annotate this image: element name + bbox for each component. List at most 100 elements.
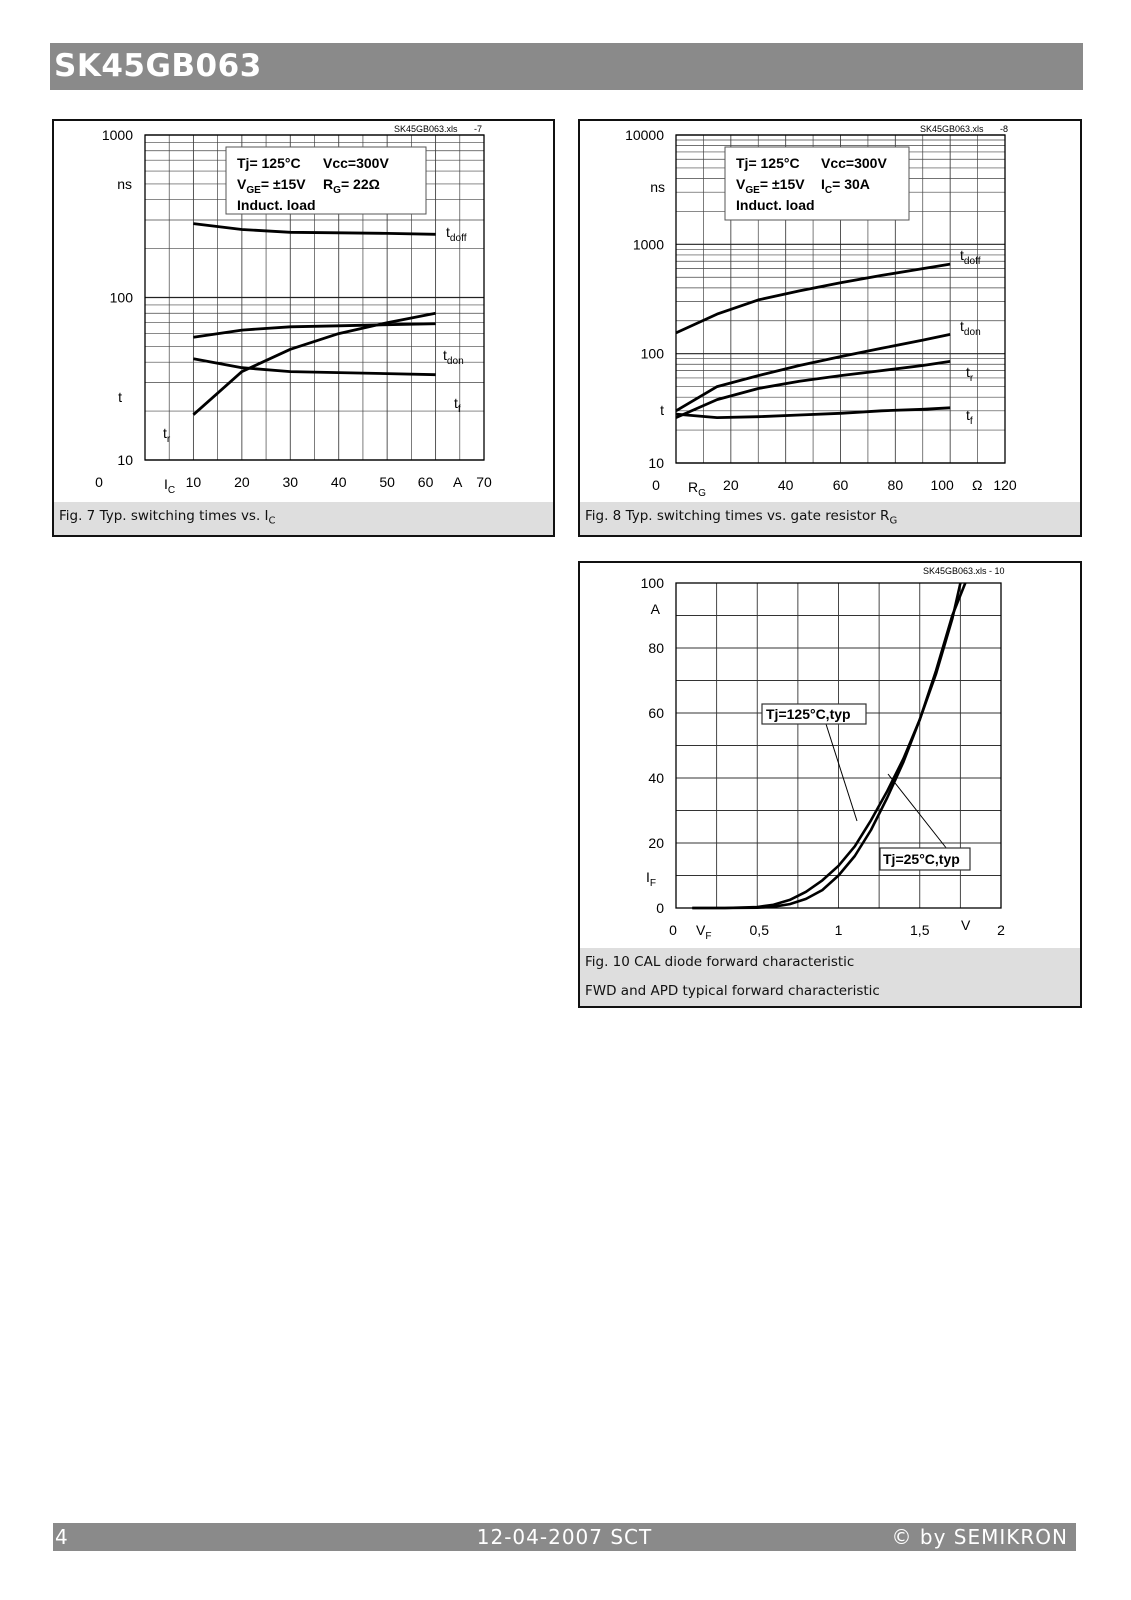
annotation-leader-line [887,773,948,850]
plot-frame [675,134,1006,464]
caption-fig10-line1: Fig. 10 CAL diode forward characteristic [585,954,855,970]
x-tick-label: 0,5 [750,922,770,938]
legend-text: RG= 22Ω [323,176,380,196]
y-unit-label: A [651,601,661,617]
annotation-box [879,847,971,871]
series-line-tr [675,360,951,419]
x-tick-label: 30 [282,474,298,490]
chart-panel-fig7: 10 100 1000 ns t 0 10 20 30 40 50 60 70 IC A SK45GB063.… [52,119,555,537]
y-tick-label: 20 [648,835,664,851]
y-axis-symbol: IF [646,869,656,889]
legend-text: VGE= ±15V [237,176,306,196]
x-tick-label: 20 [234,474,250,490]
y-tick-label: 1000 [633,236,664,252]
series-line-1 [692,582,967,910]
legend-text: Tj= 125°C [736,155,800,171]
x-tick-label: 70 [476,474,492,490]
x-tick-label: 40 [331,474,347,490]
y-tick-label: 0 [656,900,664,916]
annotation-label: Tj=125°C,typ [766,706,851,722]
y-tick-label: 100 [641,346,665,362]
legend-text: Induct. load [237,197,316,213]
y-tick-label: 10000 [625,127,664,143]
x-tick-label: 1,5 [910,922,930,938]
legend-box [225,146,427,215]
x-tick-label: 2 [997,922,1005,938]
annotation-leader-line [825,723,858,822]
caption-fig10: Fig. 10 CAL diode forward characteristic… [580,948,1080,1006]
x-tick-label: 50 [379,474,395,490]
legend-text: Vcc=300V [323,155,389,171]
y-tick-label: 80 [648,640,664,656]
y-tick-label: 60 [648,705,664,721]
y-tick-label: 40 [648,770,664,786]
annotation-label: Tj=25°C,typ [883,851,960,867]
caption-fig8-text: Fig. 8 Typ. switching times vs. gate res… [585,508,890,524]
chart-panel-fig8: 10 100 1000 10000 ns t 0 20 40 60 80 100 120 RG Ω SK45G… [578,119,1082,537]
x-tick-label: 10 [186,474,202,490]
x-axis-symbol: VF [696,922,712,942]
legend-text: IC= 30A [821,176,870,196]
series-line-tf [193,357,436,377]
legend-text: VGE= ±15V [736,176,805,196]
legend-box [724,146,910,221]
series-line-tdoff [675,262,951,335]
footer-date: 12-04-2007 SCT [476,1525,653,1549]
x-tick-label: 20 [723,477,739,493]
series-line-tdon [193,322,436,339]
x-tick-label: 80 [888,477,904,493]
series-label-tdon: tdon [443,347,464,367]
file-label: SK45GB063.xls - 10 [923,566,1005,576]
x-unit-label: A [453,474,463,490]
series-label-tdoff: tdoff [960,247,981,267]
x-axis-symbol: IC [164,476,175,496]
caption-fig7-text: Fig. 7 Typ. switching times vs. I [59,508,269,524]
y-unit-label: ns [117,176,132,192]
y-tick-label: 100 [641,575,665,591]
plot-frame [675,582,1002,909]
x-tick-label: 60 [833,477,849,493]
series-line-tdoff [193,222,436,236]
y-tick-label: 10 [648,455,664,471]
x-tick-label: 0 [669,922,677,938]
series-label-tf: tf [966,407,973,427]
chart-fig8: 10 100 1000 10000 ns t 0 20 40 60 80 100 120 RG Ω SK45G… [625,124,1017,499]
x-tick-label: 120 [993,477,1017,493]
caption-fig7-sub: C [268,515,276,527]
y-axis-symbol: t [118,389,122,405]
series-line-tr [192,311,436,416]
series-label-tr: tr [966,364,974,384]
footer: 4 12-04-2007 SCT © by SEMIKRON [53,1523,1076,1551]
caption-fig8: Fig. 8 Typ. switching times vs. gate res… [580,502,1080,535]
legend-text: Vcc=300V [821,155,887,171]
y-unit-label: ns [650,179,665,195]
footer-page-number: 4 [55,1525,69,1549]
file-label: SK45GB063.xls [920,124,984,134]
chart-fig7: 10 100 1000 ns t 0 10 20 30 40 50 60 70 IC A SK45GB063.… [95,124,492,496]
series-line-tf [675,406,951,420]
x-tick-label: 0 [95,474,103,490]
series-line-tdon [675,333,951,413]
y-tick-label: 1000 [102,127,133,143]
file-label-suffix: -8 [1000,124,1008,134]
legend-text: Tj= 125°C [237,155,301,171]
chart-panel-fig10: 0 20 40 60 80 100 A IF 0 0,5 1 1,5 2 VF V SK45GB063.xls… [578,561,1082,1008]
caption-fig7: Fig. 7 Typ. switching times vs. IC [54,502,553,535]
x-tick-label: 40 [778,477,794,493]
footer-copyright: © by SEMIKRON [891,1525,1068,1549]
file-label-suffix: -7 [474,124,482,134]
y-tick-label: 100 [110,290,134,306]
series-label-tf: tf [454,395,461,415]
series-label-tdoff: tdoff [446,224,467,244]
x-unit-label: Ω [972,477,982,493]
x-axis-symbol: RG [688,479,706,499]
caption-fig10-line2: FWD and APD typical forward characterist… [585,983,880,999]
x-unit-label: V [961,917,971,933]
legend-text: Induct. load [736,197,815,213]
x-tick-label: 100 [930,477,954,493]
page-title: SK45GB063 [50,43,1083,90]
x-tick-label: 1 [835,922,843,938]
y-tick-label: 10 [117,452,133,468]
series-label-tr: tr [163,425,171,445]
